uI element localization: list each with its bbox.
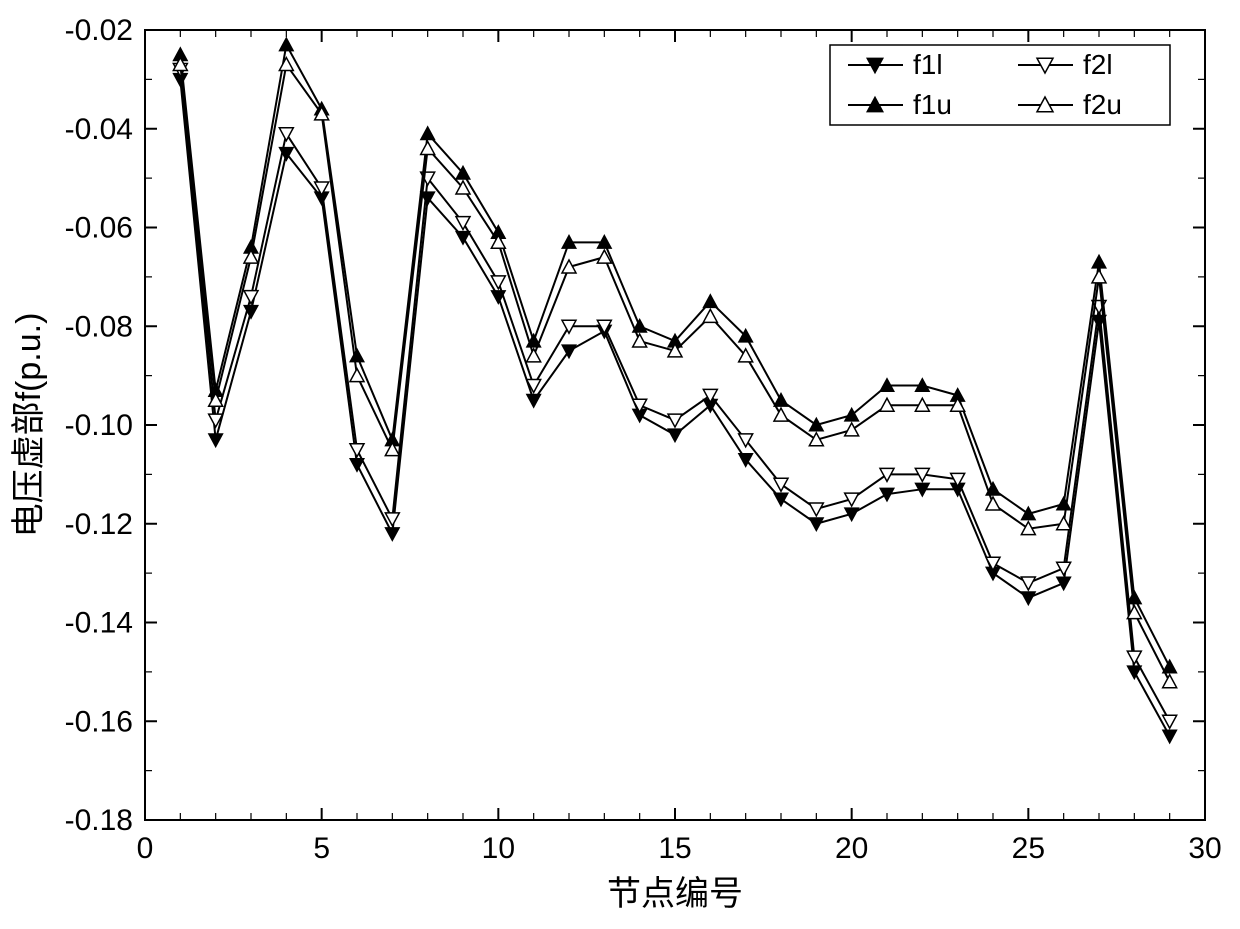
legend-label-f1l: f1l: [913, 49, 943, 80]
x-tick-label: 10: [482, 832, 515, 865]
y-tick-label: -0.08: [65, 310, 133, 343]
series-f1l: [173, 73, 1176, 743]
x-tick-label: 25: [1012, 832, 1045, 865]
legend: f1l f2l f1u f2u: [830, 45, 1170, 125]
chart-svg: 0 5 10 15 20 25 30 -0.18 -0.16 -0.14 -0.12 -0.10 -0.…: [0, 0, 1240, 929]
legend-label-f2l: f2l: [1083, 49, 1113, 80]
x-tick-label: 15: [658, 832, 691, 865]
x-tick-label: 5: [313, 832, 330, 865]
x-tick-label: 20: [835, 832, 868, 865]
chart-container: 0 5 10 15 20 25 30 -0.18 -0.16 -0.14 -0.12 -0.10 -0.…: [0, 0, 1240, 929]
legend-label-f2u: f2u: [1083, 89, 1122, 120]
series-group: [173, 38, 1176, 743]
y-tick-label: -0.10: [65, 409, 133, 442]
y-tick-label: -0.04: [65, 113, 133, 146]
legend-label-f1u: f1u: [913, 89, 952, 120]
y-axis-label: 电压虚部f(p.u.): [10, 313, 48, 538]
x-tick-label: 0: [137, 832, 154, 865]
y-tick-label: -0.18: [65, 804, 133, 837]
y-tick-label: -0.02: [65, 14, 133, 47]
y-tick-label: -0.16: [65, 705, 133, 738]
x-axis-label: 节点编号: [607, 875, 743, 913]
x-tick-label: 30: [1188, 832, 1221, 865]
y-tick-label: -0.12: [65, 508, 133, 541]
series-f2l: [173, 64, 1176, 729]
y-tick-label: -0.06: [65, 212, 133, 245]
y-tick-label: -0.14: [65, 607, 133, 640]
